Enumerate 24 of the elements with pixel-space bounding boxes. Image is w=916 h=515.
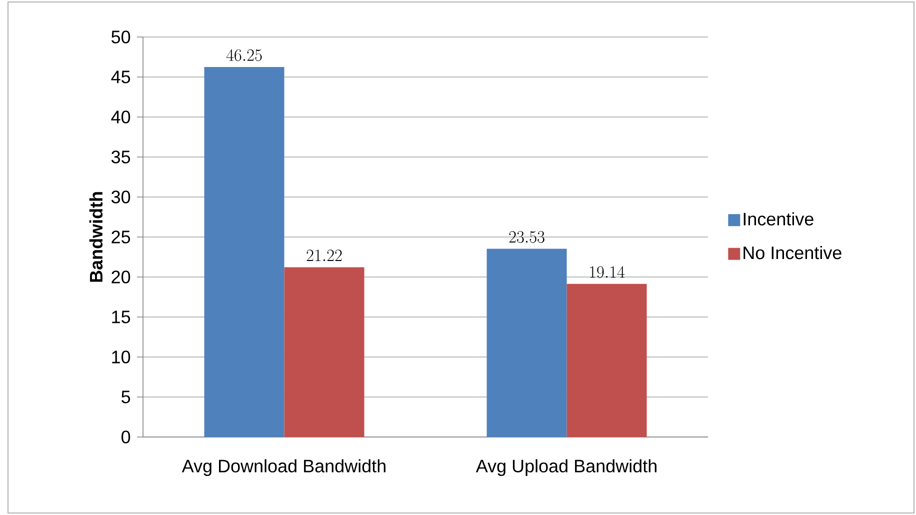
y-tick-label: 35 — [111, 150, 130, 164]
y-tick-label: 30 — [111, 190, 130, 204]
data-label: 21 .22 — [306, 250, 342, 262]
y-tick-label: 25 — [112, 230, 130, 244]
y-tick-label: 45 — [111, 70, 130, 84]
y-tick-label: 50 — [112, 30, 130, 44]
y-tick-label: 10 — [112, 350, 130, 364]
x-tick-label: Avg Download Bandwidth — [182, 459, 386, 476]
bar — [204, 67, 284, 437]
bar — [284, 267, 364, 437]
data-label: 19. 14 — [590, 266, 625, 278]
y-tick-label: 0 — [122, 430, 130, 444]
y-tick-label: 15 — [112, 310, 130, 324]
legend-label: No Incentive — [744, 246, 842, 260]
y-tick-label: 5 — [122, 390, 130, 404]
y-tick-label: 20 — [112, 270, 130, 284]
y-axis-title: Bandwidth — [89, 192, 103, 282]
x-tick-label: Avg Upload Bandwidth — [476, 459, 656, 476]
bar — [486, 248, 567, 437]
data-label: 46.25 — [226, 49, 262, 62]
data-label: 23.53 — [509, 231, 544, 243]
bar — [566, 284, 647, 437]
y-tick-label: 40 — [111, 110, 130, 124]
legend-label: Incentive — [744, 212, 814, 226]
